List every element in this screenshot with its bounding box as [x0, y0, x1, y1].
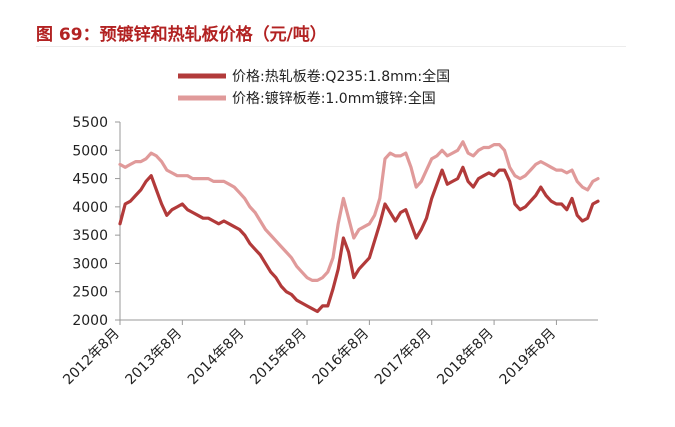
- y-tick-label: 5000: [72, 143, 108, 159]
- title-divider: [36, 46, 626, 47]
- y-tick-label: 4000: [72, 200, 108, 216]
- y-tick-label: 5500: [72, 115, 108, 131]
- y-tick-label: 4500: [72, 172, 108, 188]
- y-tick-label: 3500: [72, 228, 108, 244]
- x-tick-label: 2016年8月: [310, 326, 373, 389]
- x-tick-label: 2019年8月: [497, 326, 560, 389]
- y-tick-label: 2500: [72, 285, 108, 301]
- y-tick-label: 3000: [72, 256, 108, 272]
- legend-label: 价格:热轧板卷:Q235:1.8mm:全国: [232, 68, 450, 85]
- legend-label: 价格:镀锌板卷:1.0mm镀锌:全国: [232, 90, 436, 107]
- series-line-galvanized: [118, 140, 600, 282]
- x-tick-label: 2014年8月: [185, 326, 248, 389]
- series-layer: [118, 140, 600, 314]
- x-tick-label: 2012年8月: [60, 326, 123, 389]
- x-tick-label: 2015年8月: [247, 326, 310, 389]
- figure-title: 图 69：预镀锌和热轧板价格（元/吨）: [36, 25, 327, 45]
- x-tick-label: 2017年8月: [372, 326, 435, 389]
- series-line-hot-rolled: [118, 165, 600, 314]
- x-tick-label: 2018年8月: [434, 326, 497, 389]
- y-tick-label: 2000: [72, 313, 108, 329]
- x-tick-label: 2013年8月: [123, 326, 186, 389]
